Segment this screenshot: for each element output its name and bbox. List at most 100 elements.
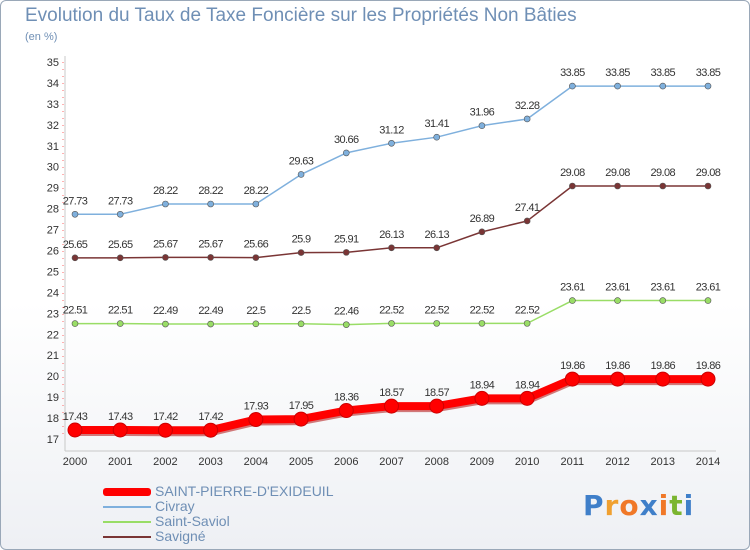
legend-label: Civray	[155, 498, 195, 514]
data-label: 22.49	[153, 305, 178, 317]
data-label: 31.96	[470, 107, 495, 119]
data-point	[659, 82, 667, 90]
y-tick-label: 35	[47, 57, 59, 69]
data-label: 22.51	[63, 305, 88, 317]
x-tick-label: 2014	[696, 456, 720, 468]
data-label: 23.61	[560, 282, 585, 294]
data-label: 27.41	[515, 202, 540, 214]
legend-swatch	[103, 506, 151, 508]
y-tick-label: 24	[47, 287, 59, 299]
y-tick-label: 18	[47, 413, 59, 425]
y-tick-label: 34	[47, 78, 59, 90]
data-point	[384, 398, 399, 414]
y-tick-label: 33	[47, 99, 59, 111]
logo-letter: P	[583, 489, 605, 522]
data-point	[429, 398, 445, 414]
data-label: 19.86	[696, 360, 721, 372]
x-tick-label: 2003	[198, 456, 222, 468]
series-layer	[67, 82, 716, 438]
data-point	[388, 244, 395, 252]
x-tick-label: 2000	[63, 456, 87, 468]
data-point	[610, 371, 626, 387]
x-tick-label: 2011	[561, 456, 585, 468]
data-point	[569, 297, 576, 304]
data-point	[297, 320, 305, 328]
data-label: 18.36	[334, 392, 359, 404]
y-tick-label: 21	[47, 350, 59, 362]
data-label: 23.61	[605, 282, 630, 294]
data-point	[659, 182, 667, 190]
x-tick-label: 2002	[153, 456, 177, 468]
data-point	[116, 210, 124, 218]
data-label: 18.94	[470, 379, 495, 391]
data-point	[388, 320, 395, 327]
data-point	[297, 249, 305, 256]
data-label: 18.57	[379, 387, 404, 399]
data-label: 28.22	[244, 185, 269, 197]
data-label: 23.61	[651, 282, 676, 294]
data-point	[342, 149, 350, 157]
data-point	[523, 217, 531, 225]
data-label: 25.9	[292, 234, 311, 246]
data-point	[293, 411, 309, 427]
data-label: 30.66	[334, 134, 359, 146]
data-point	[162, 254, 169, 261]
x-tick-label: 2012	[605, 456, 629, 468]
x-tick-label: 2001	[108, 456, 132, 468]
y-tick-label: 28	[47, 204, 59, 216]
data-point	[112, 422, 128, 438]
legend-swatch	[103, 521, 151, 523]
data-label: 32.28	[515, 100, 540, 112]
data-labels: 17.43 17.43 17.42 17.42 17.93 17.95 18.36 18.57…	[63, 67, 722, 423]
data-label: 26.89	[470, 213, 495, 225]
data-label: 26.13	[424, 229, 449, 241]
data-point	[569, 182, 576, 190]
data-point	[433, 244, 441, 252]
data-point	[252, 200, 260, 208]
legend-swatch	[103, 536, 151, 538]
data-label: 22.52	[379, 304, 404, 316]
logo-letter: o	[619, 489, 640, 522]
data-label: 31.41	[424, 118, 449, 130]
data-label: 33.85	[605, 67, 630, 79]
data-point	[342, 249, 350, 256]
data-point	[433, 320, 441, 327]
data-label: 17.42	[153, 411, 178, 423]
data-label: 29.63	[289, 155, 314, 167]
data-label: 26.13	[379, 229, 404, 241]
y-tick-label: 25	[47, 266, 59, 278]
data-label: 18.94	[515, 379, 540, 391]
data-point	[207, 254, 214, 261]
data-label: 22.5	[246, 305, 265, 317]
data-point	[704, 297, 712, 304]
data-point	[478, 228, 486, 236]
data-label: 29.08	[605, 167, 630, 179]
data-label: 33.85	[651, 67, 676, 79]
data-point	[478, 320, 486, 327]
data-point	[704, 82, 712, 90]
y-tick-label: 26	[47, 246, 59, 258]
chart-title: Evolution du Taux de Taxe Foncière sur l…	[25, 5, 577, 26]
data-label: 23.61	[696, 282, 721, 294]
data-label: 22.52	[470, 304, 495, 316]
data-label: 17.42	[198, 411, 223, 423]
data-point	[342, 321, 350, 328]
data-point	[433, 133, 441, 141]
data-point	[523, 115, 531, 123]
x-tick-label: 2010	[515, 456, 539, 468]
logo-letter: i	[683, 489, 695, 522]
data-point	[614, 182, 621, 190]
logo-letter: x	[639, 489, 659, 522]
data-point	[67, 422, 83, 438]
data-label: 22.52	[424, 304, 449, 316]
legend-label: SAINT-PIERRE-D'EXIDEUIL	[155, 483, 334, 499]
x-tick-label: 2013	[651, 456, 675, 468]
data-label: 17.43	[108, 411, 133, 423]
data-point	[203, 422, 219, 438]
data-label: 22.49	[198, 305, 223, 317]
data-point	[157, 422, 173, 438]
data-label: 17.43	[63, 411, 88, 423]
y-tick-label: 31	[47, 141, 59, 153]
data-label: 29.08	[560, 167, 585, 179]
